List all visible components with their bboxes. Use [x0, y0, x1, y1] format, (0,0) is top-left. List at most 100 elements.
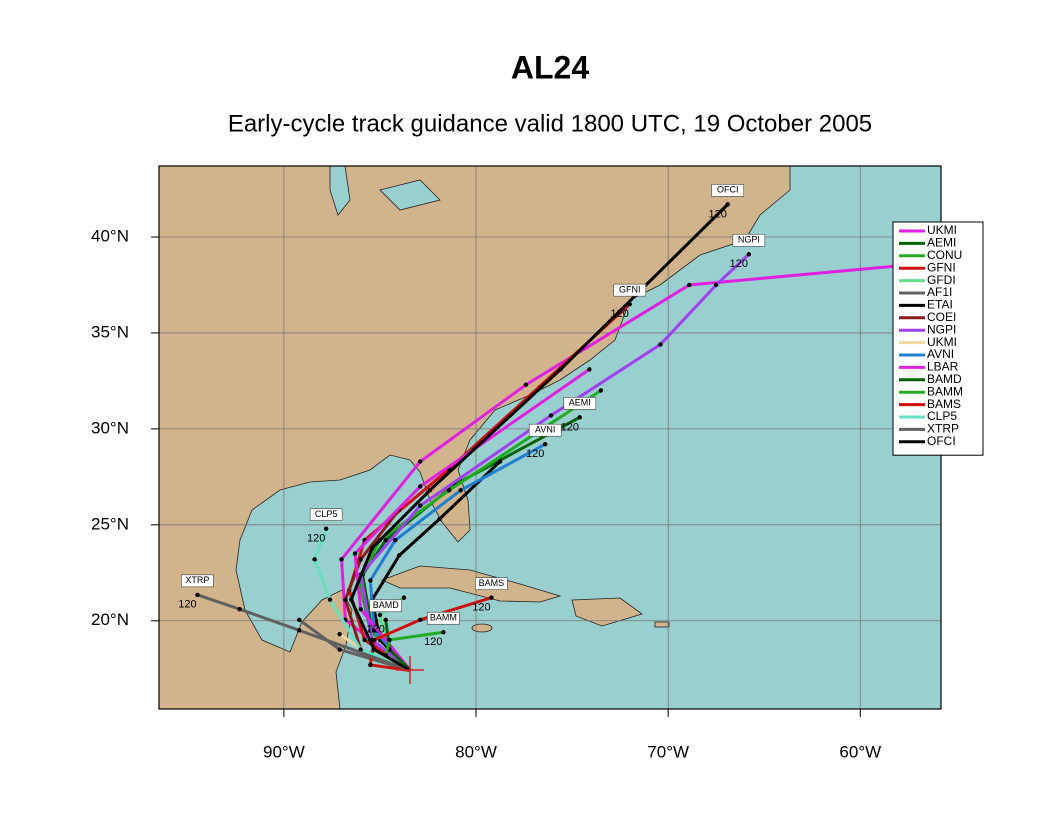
- hour-label: 120: [424, 636, 442, 648]
- label-box: [309, 508, 343, 521]
- label-box: [711, 184, 745, 197]
- legend-label: NGPI: [927, 322, 956, 336]
- legend-label: CONU: [927, 248, 962, 262]
- track-name-label: OFCI: [717, 185, 739, 195]
- y-tick-label: 40°N: [91, 226, 129, 245]
- track-point: [383, 617, 388, 622]
- track-point: [598, 388, 604, 393]
- jamaica: [471, 623, 493, 633]
- track-point: [548, 413, 554, 418]
- track-point: [558, 367, 563, 372]
- x-tick-label: 90°W: [263, 742, 305, 761]
- track-point: [358, 607, 363, 612]
- track-point: [587, 367, 592, 372]
- legend-label: CLP5: [927, 409, 957, 423]
- great-lakes: [379, 179, 441, 211]
- track-point: [418, 617, 423, 622]
- track-point: [542, 442, 548, 447]
- legend-label: AEMI: [927, 236, 956, 250]
- track-point: [401, 595, 407, 600]
- hour-label: 120: [178, 599, 196, 611]
- track-point: [427, 488, 433, 493]
- tracks: [195, 202, 941, 673]
- track-point: [713, 282, 719, 288]
- label-box: [732, 233, 766, 247]
- track-line: [196, 593, 412, 673]
- track-point: [368, 578, 373, 583]
- track-point: [362, 637, 367, 643]
- legend-label: BAMM: [927, 384, 963, 398]
- track-point: [383, 537, 388, 543]
- hour-label: 120: [472, 602, 490, 614]
- label-box: [563, 397, 597, 410]
- track-point: [352, 551, 358, 556]
- label-box: [528, 423, 562, 437]
- x-tick-label: 80°W: [455, 742, 497, 761]
- cuba: [380, 565, 562, 603]
- track-point: [489, 595, 494, 600]
- hour-label: 120: [611, 308, 629, 320]
- y-tick-label: 35°N: [91, 322, 129, 341]
- legend-label: AVNI: [927, 347, 954, 361]
- legend-label: BAMS: [927, 397, 961, 411]
- track-point: [371, 647, 377, 652]
- track-name-label: CLP5: [315, 509, 338, 519]
- legend-label: GFNI: [927, 260, 956, 274]
- track-point: [368, 662, 373, 668]
- track-point: [337, 647, 342, 652]
- y-tick-label: 30°N: [91, 418, 129, 437]
- track-name-label: XTRP: [185, 575, 209, 585]
- track-point: [387, 637, 392, 643]
- storm-center: [396, 656, 424, 684]
- track-point: [339, 557, 344, 562]
- track-name-label: AVNI: [535, 425, 555, 435]
- track-name-label: AEMI: [569, 398, 591, 408]
- track-point: [396, 553, 402, 558]
- puerto-rico: [654, 621, 670, 628]
- track-point: [297, 617, 302, 622]
- label-box: [475, 577, 508, 591]
- track-point: [337, 631, 342, 637]
- track-point: [746, 252, 752, 257]
- track-point: [393, 537, 398, 543]
- track-point: [297, 628, 302, 633]
- track-point: [658, 342, 663, 347]
- track-point: [237, 607, 242, 612]
- track-point: [687, 282, 692, 288]
- track-point: [725, 202, 730, 207]
- track-point: [577, 415, 582, 420]
- legend-label: OFCI: [927, 434, 956, 448]
- track-point: [312, 557, 317, 562]
- hour-label: 120: [367, 624, 385, 636]
- track-point: [327, 597, 333, 602]
- y-tick-label: 20°N: [91, 610, 129, 629]
- label-box: [181, 574, 214, 588]
- track-point: [348, 597, 354, 602]
- hispaniola: [571, 597, 643, 627]
- hour-label: 120: [526, 448, 544, 460]
- legend-label: ETAI: [927, 298, 953, 312]
- legend-label: LBAR: [927, 360, 959, 374]
- legend: UKMIAEMICONUGFNIGFDIAF1IETAICOEINGPIUKMI…: [892, 221, 984, 456]
- track-point: [441, 630, 446, 635]
- track-point: [195, 592, 200, 598]
- track-point: [371, 637, 377, 643]
- hour-label: 120: [561, 421, 579, 433]
- great-lakes: [329, 166, 351, 216]
- x-tick-label: 60°W: [839, 742, 881, 761]
- track-name-label: BAMD: [373, 600, 400, 610]
- chart-subtitle: Early-cycle track guidance valid 1800 UT…: [228, 110, 872, 137]
- legend-label: XTRP: [927, 422, 959, 436]
- label-box: [369, 599, 403, 613]
- hour-label: 120: [709, 208, 727, 220]
- chart-title: AL24: [511, 49, 589, 85]
- grid: [151, 166, 941, 717]
- track-line: [359, 253, 750, 672]
- track-point: [370, 545, 375, 551]
- legend-label: GFDI: [927, 273, 956, 287]
- label-box: [427, 611, 460, 625]
- track-name-label: BAMS: [479, 578, 505, 588]
- track-point: [458, 488, 463, 493]
- legend-label: COEI: [927, 310, 956, 324]
- track-point: [497, 459, 503, 464]
